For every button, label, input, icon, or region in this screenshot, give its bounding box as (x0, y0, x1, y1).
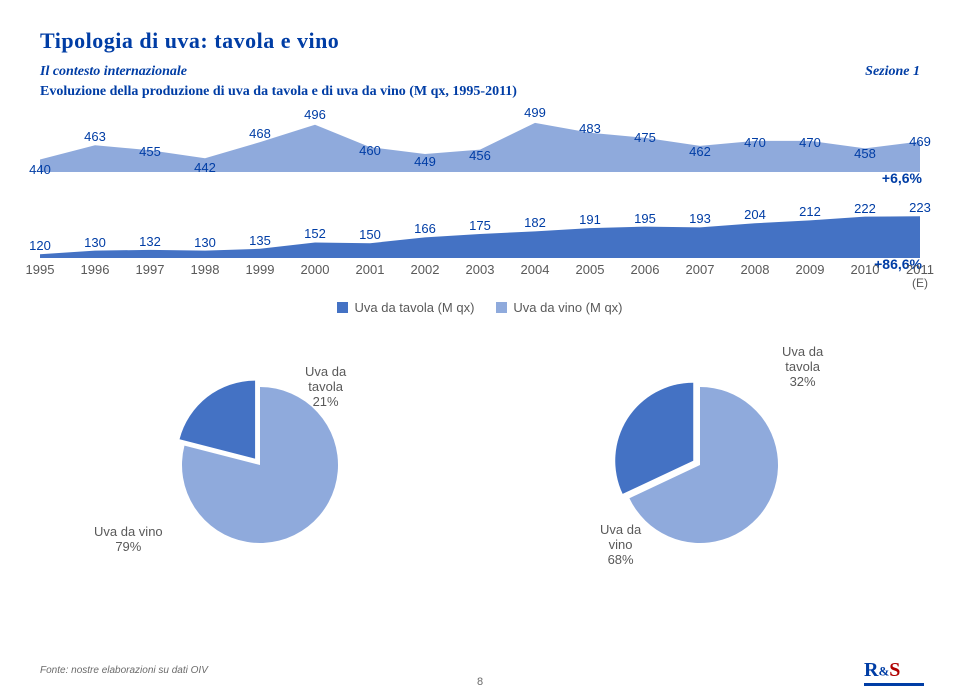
pct-change-label: +6,6% (882, 170, 922, 186)
pie-slice (180, 381, 256, 459)
legend-swatch (496, 302, 507, 313)
logo: R&S (864, 659, 924, 686)
area-chart: 4404634554424684964604494564994834754624… (40, 116, 920, 315)
area-value-label: 458 (854, 146, 876, 161)
legend-swatch (337, 302, 348, 313)
area-value-label: 440 (29, 162, 51, 177)
pie-label: Uva davino68% (600, 523, 641, 568)
x-axis-year: 2006 (631, 262, 660, 277)
pie-label: Uva da vino79% (94, 525, 163, 555)
footnote-source: Fonte: nostre elaborazioni su dati OIV (40, 665, 208, 676)
area-value-label: 182 (524, 215, 546, 230)
legend-item: Uva da tavola (M qx) (337, 300, 474, 315)
area-value-label: 191 (579, 212, 601, 227)
area-value-label: 468 (249, 126, 271, 141)
x-axis-year: 2008 (741, 262, 770, 277)
area-value-label: 223 (909, 200, 931, 215)
x-axis-year: 2009 (796, 262, 825, 277)
chart-legend: Uva da tavola (M qx) Uva da vino (M qx) (40, 300, 920, 315)
x-axis-year: 2010 (851, 262, 880, 277)
area-value-label: 442 (194, 160, 216, 175)
page-number: 8 (477, 676, 483, 688)
area-value-label: 204 (744, 207, 766, 222)
area-value-label: 456 (469, 148, 491, 163)
x-axis-year: 2000 (301, 262, 330, 277)
pie-label: Uva datavola32% (782, 345, 823, 390)
area-value-label: 460 (359, 143, 381, 158)
section-label: Sezione 1 (865, 64, 920, 80)
x-axis-year: 1997 (136, 262, 165, 277)
pie-chart-2011: Uva davino68% Uva datavola32% (520, 327, 880, 577)
area-value-label: 175 (469, 218, 491, 233)
x-axis-year: 1999 (246, 262, 275, 277)
pie-chart-1995: Uva da vino79% Uva datavola21% (80, 327, 440, 577)
area-value-label: 130 (84, 235, 106, 250)
page-title: Tipologia di uva: tavola e vino (40, 28, 339, 54)
x-axis-year: 1998 (191, 262, 220, 277)
area-value-label: 120 (29, 238, 51, 253)
area-value-label: 135 (249, 233, 271, 248)
page-subtitle: Il contesto internazionale (40, 64, 187, 80)
legend-label: Uva da tavola (M qx) (354, 300, 474, 315)
area-value-label: 193 (689, 211, 711, 226)
area-value-label: 195 (634, 211, 656, 226)
x-axis-year: 2003 (466, 262, 495, 277)
area-value-label: 455 (139, 144, 161, 159)
area-value-label: 150 (359, 227, 381, 242)
area-value-label: 222 (854, 201, 876, 216)
x-axis-year: 2011 (906, 262, 934, 277)
legend-label: Uva da vino (M qx) (513, 300, 622, 315)
area-value-label: 463 (84, 129, 106, 144)
x-axis-year: 2004 (521, 262, 550, 277)
pie-charts-row: Uva da vino79% Uva datavola21% Uva davino… (40, 327, 920, 577)
area-value-label: 470 (744, 135, 766, 150)
x-axis-year: 2001 (356, 262, 385, 277)
area-value-label: 483 (579, 121, 601, 136)
x-axis-year: 2007 (686, 262, 715, 277)
area-value-label: 212 (799, 204, 821, 219)
pie-label: Uva datavola21% (305, 365, 346, 410)
area-value-label: 449 (414, 154, 436, 169)
area-value-label: 475 (634, 130, 656, 145)
area-value-label: 499 (524, 105, 546, 120)
area-value-label: 166 (414, 221, 436, 236)
area-value-label: 470 (799, 135, 821, 150)
x-axis-year-sub: (E) (912, 276, 928, 290)
area-value-label: 462 (689, 144, 711, 159)
area-value-label: 132 (139, 234, 161, 249)
legend-item: Uva da vino (M qx) (496, 300, 622, 315)
x-axis-year: 2002 (411, 262, 440, 277)
x-axis-year: 1996 (81, 262, 110, 277)
x-axis-year: 2005 (576, 262, 605, 277)
x-axis-year: 1995 (26, 262, 55, 277)
area-value-label: 496 (304, 107, 326, 122)
area-value-label: 152 (304, 226, 326, 241)
area-value-label: 469 (909, 134, 931, 149)
area-value-label: 130 (194, 235, 216, 250)
chart-title: Evoluzione della produzione di uva da ta… (40, 84, 920, 100)
